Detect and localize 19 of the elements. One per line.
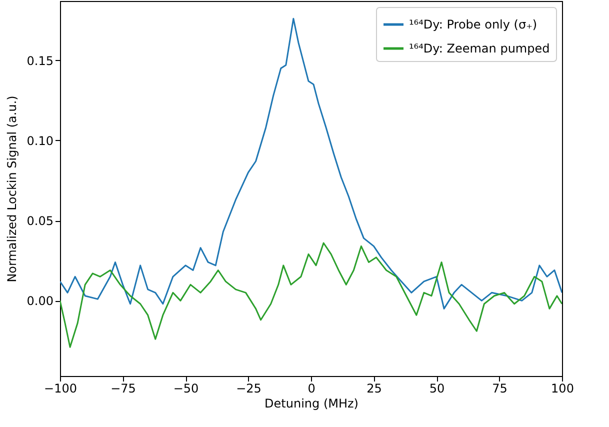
y-tick-label: 0.15: [26, 54, 54, 68]
x-tick-label: −50: [173, 382, 199, 396]
legend-label: ¹⁶⁴Dy: Zeeman pumped: [409, 42, 550, 56]
x-axis-title: Detuning (MHz): [264, 396, 358, 410]
x-tick-label: −25: [236, 382, 262, 396]
x-tick-label: 25: [366, 382, 382, 396]
x-tick-label: 75: [492, 382, 508, 396]
y-axis-title: Normalized Lockin Signal (a.u.): [4, 96, 19, 282]
x-tick-label: 50: [429, 382, 445, 396]
legend-label: ¹⁶⁴Dy: Probe only (σ₊): [409, 18, 538, 32]
line-series: [60, 242, 562, 348]
x-tick-label: 100: [551, 382, 574, 396]
x-tick-label: 0: [308, 382, 316, 396]
y-tick-label: 0.05: [26, 214, 54, 228]
x-tick-label: −75: [110, 382, 136, 396]
line-series: [60, 18, 562, 310]
x-tick-label: −100: [44, 382, 77, 396]
y-tick-label: 0.00: [26, 294, 54, 308]
y-tick-label: 0.10: [26, 134, 54, 148]
